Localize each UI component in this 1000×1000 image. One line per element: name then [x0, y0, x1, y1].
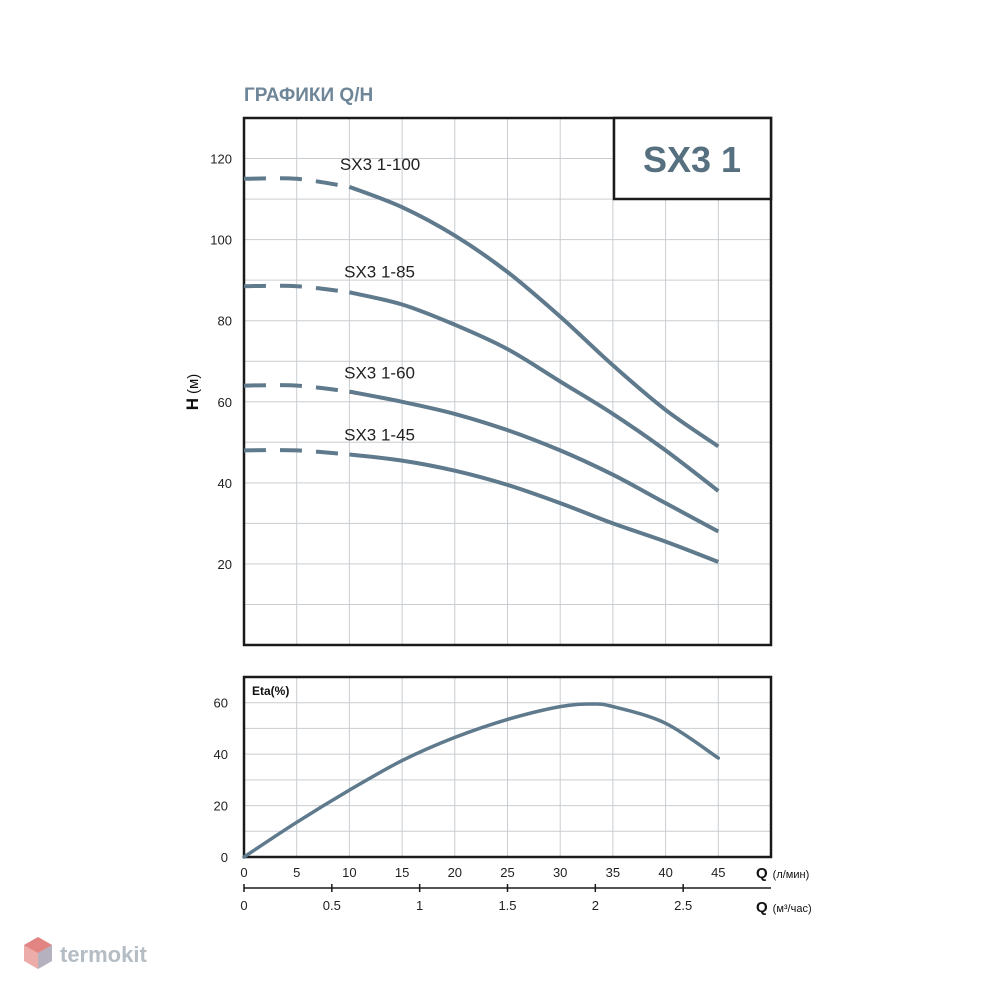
x2-tick-label: 0.5: [323, 898, 341, 913]
model-box: SX3 1: [612, 116, 773, 201]
x2-tick-label: 2: [592, 898, 599, 913]
hq-curve-dashed: [243, 448, 350, 457]
eta-y-tick-label: 20: [214, 799, 228, 814]
x-axis-primary-label: Q (л/мин): [756, 865, 809, 882]
hq-curve: [348, 290, 720, 493]
x-tick-label: 10: [342, 865, 356, 880]
termokit-logo-icon: [24, 937, 52, 969]
hq-curve: [349, 389, 720, 534]
x-tick-label: 5: [293, 865, 300, 880]
x2-tick-label: 2.5: [674, 898, 692, 913]
main-y-ticks: 20 40 60 80 100 120: [210, 152, 232, 572]
series-label: SX3 1-45: [344, 426, 415, 445]
eta-y-tick-label: 40: [214, 747, 228, 762]
x-tick-label: 30: [553, 865, 567, 880]
x-tick-label: 15: [395, 865, 409, 880]
eta-y-tick-label: 60: [214, 696, 228, 711]
x-axis-secondary-unit: (м³/час): [773, 903, 812, 915]
x2-tick-label: 1.5: [498, 898, 516, 913]
x-axis-q-label: Q: [756, 865, 768, 882]
hq-curve: [349, 452, 720, 564]
x-tick-label: 20: [448, 865, 462, 880]
x2-tick-label: 0: [240, 898, 247, 913]
y-tick-label: 100: [210, 233, 232, 248]
y-tick-label: 40: [218, 476, 232, 491]
y-axis-label-h: H: [183, 398, 202, 410]
x-axis-q2-label: Q: [756, 899, 768, 916]
eta-curve: [242, 702, 721, 859]
y-tick-label: 120: [210, 152, 232, 167]
eta-plot-frame: [242, 675, 773, 859]
chart-title: ГРАФИКИ Q/H: [244, 85, 373, 106]
x2-tick-label: 1: [416, 898, 423, 913]
series-label: SX3 1-85: [344, 262, 415, 281]
x-axis-secondary: 0 0.5 1 1.5 2 2.5: [240, 884, 692, 913]
x-axis-primary: 0 5 10 15 20 25 30 35 40 45: [240, 865, 725, 880]
hq-curve: [348, 185, 720, 449]
y-tick-label: 60: [218, 395, 232, 410]
x-axis-secondary-label: Q (м³/час): [756, 899, 812, 916]
y-axis-unit: (м): [185, 374, 202, 394]
y-tick-label: 80: [218, 314, 232, 329]
eta-y-tick-label: 0: [221, 850, 228, 865]
series-label: SX3 1-60: [344, 364, 415, 383]
x-tick-label: 40: [658, 865, 672, 880]
x-tick-label: 45: [711, 865, 725, 880]
x-tick-label: 35: [606, 865, 620, 880]
hq-curve-dashed: [243, 283, 350, 295]
x-tick-label: 0: [240, 865, 247, 880]
x-axis-primary-unit: (л/мин): [773, 869, 810, 881]
y-axis-label: H (м): [183, 374, 202, 411]
series-label: SX3 1-100: [340, 155, 420, 174]
model-name: SX3 1: [643, 139, 741, 180]
x-tick-label: 25: [500, 865, 514, 880]
eta-label: Eta(%): [252, 684, 289, 698]
watermark: termokit: [24, 937, 147, 969]
main-plot-frame: [242, 116, 773, 647]
hq-curve-dashed: [243, 176, 350, 189]
eta-y-ticks: 0 20 40 60: [214, 696, 228, 865]
eta-curve-line: [242, 702, 721, 859]
hq-curves: SX3 1-100 SX3 1-85 SX3 1-60 SX3 1-45: [243, 155, 720, 564]
watermark-text: termokit: [60, 942, 147, 967]
y-tick-label: 20: [218, 557, 232, 572]
hq-curve-dashed: [243, 383, 350, 394]
eta-grid: [244, 677, 771, 857]
model-box-frame: [612, 116, 773, 201]
